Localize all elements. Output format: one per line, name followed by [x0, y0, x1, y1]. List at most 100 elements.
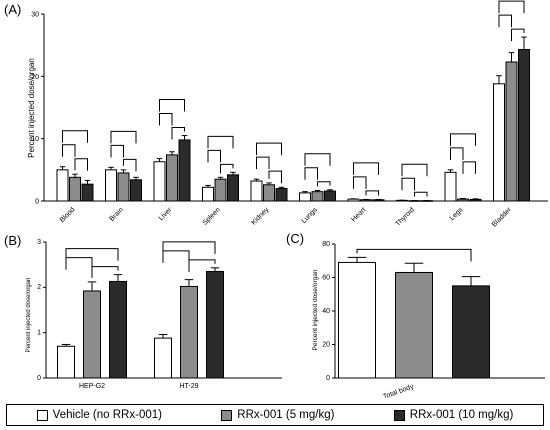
- bar-vehicle: [154, 337, 172, 379]
- significance-bracket: [353, 176, 367, 189]
- legend-swatch-vehicle: [36, 409, 48, 421]
- bar-high: [178, 139, 191, 202]
- significance-bracket: [220, 163, 234, 174]
- significance-bracket: [365, 190, 379, 196]
- significance-bracket: [317, 181, 331, 187]
- significance-bracket: [65, 248, 119, 261]
- significance-bracket: [462, 161, 476, 174]
- significance-bracket: [353, 162, 379, 175]
- y-tick-label: 2: [37, 284, 41, 291]
- bar-low: [214, 178, 227, 202]
- significance-bracket: [356, 248, 472, 262]
- bar-high: [518, 49, 530, 202]
- bar-high: [109, 280, 127, 379]
- y-tick-label: 40: [322, 308, 330, 315]
- x-tick-label: Legs: [449, 206, 465, 222]
- legend-item-vehicle: Vehicle (no RRx-001): [36, 409, 162, 421]
- significance-bracket: [511, 28, 525, 42]
- bar-high: [324, 190, 336, 202]
- bar-vehicle: [153, 161, 166, 202]
- bar-vehicle: [250, 180, 263, 202]
- y-tick-label: 60: [322, 274, 330, 281]
- legend-label-low: RRx-001 (5 mg/kg): [237, 409, 335, 421]
- y-axis-label-c: Percent injected dose/organ: [312, 269, 319, 350]
- legend-label-high: RRx-001 (10 mg/kg): [409, 409, 514, 421]
- significance-bracket: [110, 130, 137, 144]
- x-tick-label: Total body: [382, 383, 415, 401]
- significance-bracket: [498, 14, 512, 28]
- bar-vehicle: [57, 345, 75, 379]
- significance-bracket: [207, 149, 221, 163]
- significance-bracket: [171, 127, 185, 140]
- y-tick-label: 30: [31, 11, 39, 18]
- y-tick-label: 80: [322, 241, 330, 248]
- bar-vehicle: [338, 261, 376, 379]
- legend-swatch-high: [393, 409, 405, 421]
- y-tick-label: 20: [322, 341, 330, 348]
- x-tick-label: Spleen: [202, 206, 222, 226]
- y-axis-label-a: Percent injected dose/organ: [27, 58, 36, 158]
- significance-bracket: [498, 0, 525, 14]
- bar-high: [227, 174, 239, 202]
- significance-bracket: [450, 133, 476, 146]
- y-tick-label: 10: [31, 136, 39, 143]
- bar-vehicle: [105, 169, 117, 202]
- x-tick-label: Bladder: [491, 206, 513, 228]
- x-tick-label: Thyroid: [394, 206, 416, 228]
- bar-low: [311, 191, 324, 202]
- x-tick-label: HT-29: [179, 383, 198, 390]
- y-tick-label: 0: [35, 198, 39, 205]
- significance-bracket: [401, 177, 415, 191]
- bar-low: [263, 184, 275, 202]
- x-tick-label: Lungs: [300, 206, 319, 225]
- bar-low: [457, 198, 469, 202]
- significance-bracket: [62, 130, 88, 143]
- significance-bracket: [304, 167, 318, 180]
- bar-high: [130, 179, 142, 202]
- significance-bracket: [110, 144, 124, 158]
- significance-bracket: [162, 250, 190, 263]
- significance-bracket: [268, 170, 282, 184]
- bar-vehicle: [493, 83, 505, 202]
- bar-low: [69, 176, 81, 202]
- panel-label-c: (C): [286, 231, 304, 246]
- x-tick-label: Liver: [158, 206, 174, 222]
- y-tick-label: 0: [37, 375, 41, 382]
- significance-bracket: [256, 156, 270, 170]
- bar-high: [81, 183, 94, 202]
- bar-vehicle: [299, 192, 311, 202]
- y-tick-label: 1: [37, 329, 41, 336]
- significance-bracket: [123, 158, 137, 172]
- legend-label-vehicle: Vehicle (no RRx-001): [52, 409, 162, 421]
- x-tick-label: Heart: [350, 206, 367, 223]
- significance-bracket: [188, 259, 216, 272]
- x-tick-label: Blood: [59, 206, 77, 224]
- bar-high: [452, 285, 490, 379]
- significance-bracket: [450, 147, 464, 160]
- bar-vehicle: [444, 171, 457, 202]
- significance-bracket: [256, 142, 282, 156]
- bar-high: [469, 198, 482, 202]
- bar-low: [166, 154, 178, 202]
- significance-bracket: [159, 113, 173, 126]
- significance-bracket: [91, 266, 119, 278]
- legend-swatch-low: [221, 409, 233, 421]
- significance-bracket: [65, 257, 93, 270]
- bar-vehicle: [56, 169, 69, 202]
- y-tick-label: 0: [326, 375, 330, 382]
- legend: Vehicle (no RRx-001) RRx-001 (5 mg/kg) R…: [6, 404, 544, 426]
- significance-bracket: [159, 99, 185, 112]
- significance-bracket: [207, 135, 234, 149]
- x-tick-label: Kidney: [250, 206, 270, 226]
- significance-bracket: [304, 153, 331, 166]
- bar-low: [117, 172, 130, 202]
- bar-low: [505, 61, 518, 202]
- significance-bracket: [162, 241, 216, 254]
- bar-high: [275, 188, 288, 202]
- bar-vehicle: [347, 198, 360, 202]
- legend-item-high: RRx-001 (10 mg/kg): [393, 409, 514, 421]
- bar-high: [206, 270, 224, 379]
- legend-item-low: RRx-001 (5 mg/kg): [221, 409, 334, 421]
- x-tick-label: Brain: [108, 206, 125, 223]
